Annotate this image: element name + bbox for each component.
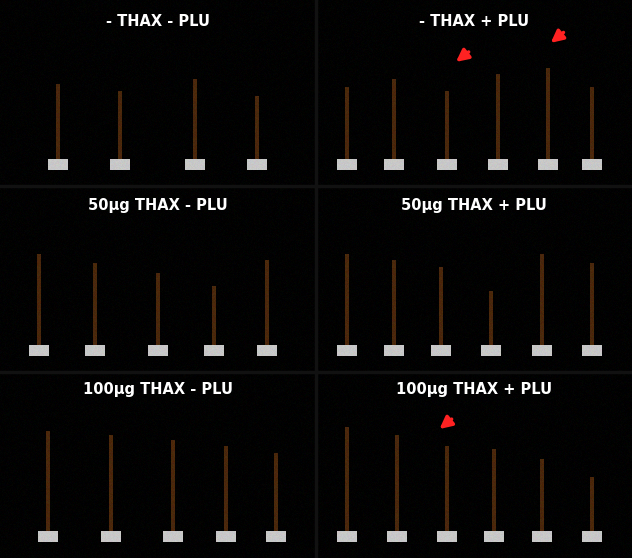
Text: - THAX + PLU: - THAX + PLU xyxy=(419,14,529,29)
Text: 50µg THAX - PLU: 50µg THAX - PLU xyxy=(88,198,228,213)
Text: 50µg THAX + PLU: 50µg THAX + PLU xyxy=(401,198,547,213)
Text: - THAX - PLU: - THAX - PLU xyxy=(106,14,210,29)
Text: 100µg THAX + PLU: 100µg THAX + PLU xyxy=(396,382,552,397)
Text: 100µg THAX - PLU: 100µg THAX - PLU xyxy=(83,382,233,397)
